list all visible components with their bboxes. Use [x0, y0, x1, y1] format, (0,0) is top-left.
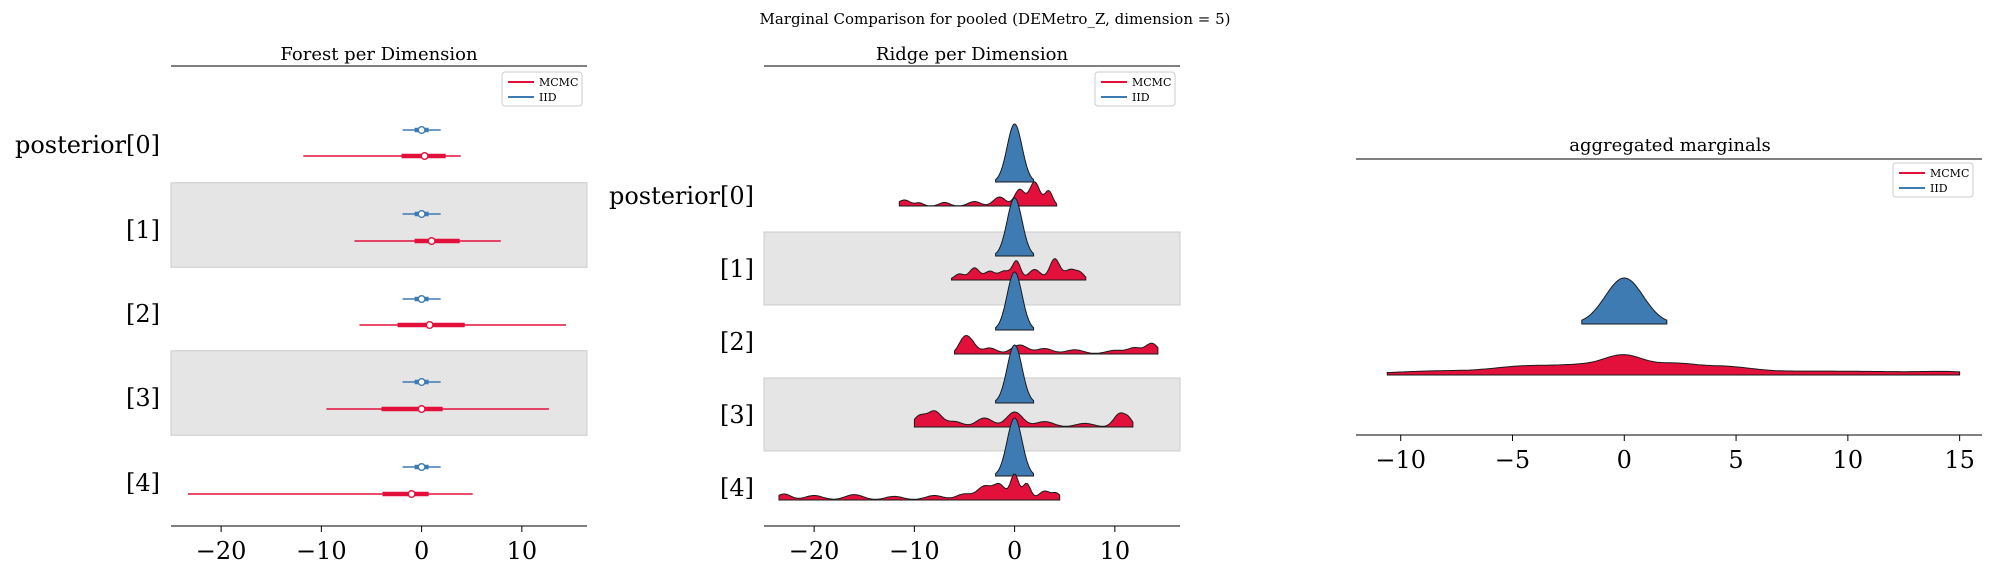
forest-x-tick-label: 0 [414, 537, 429, 565]
forest-iid-median-point [417, 125, 426, 134]
ridge-row-label: [2] [720, 328, 754, 356]
forest-row-label: [3] [126, 384, 160, 412]
forest-mcmc-median-point [420, 151, 429, 160]
aggregated-x-tick-label: 0 [1617, 446, 1632, 474]
ridge-iid-density [995, 344, 1035, 404]
forest-mcmc-median-point [417, 405, 426, 414]
aggregated-legend-label-mcmc: MCMC [1930, 167, 1969, 180]
ridge-iid-density [995, 123, 1035, 183]
aggregated-x-tick-label: 10 [1833, 446, 1864, 474]
ridge-mcmc-density [778, 473, 1061, 501]
forest-panel: Forest per Dimension posterior[0] [1] [2] [… [15, 44, 588, 565]
forest-x-tick-label: 10 [507, 537, 538, 565]
ridge-x-tick-label: −10 [889, 537, 940, 565]
forest-x-tick-label: −10 [296, 537, 347, 565]
aggregated-title: aggregated marginals [1569, 135, 1770, 156]
forest-row-label: posterior[0] [15, 131, 160, 159]
aggregated-mcmc-density [1386, 354, 1961, 376]
forest-iid-median-point [417, 378, 426, 387]
forest-legend-label-iid: IID [539, 91, 557, 104]
forest-iid-median-point [417, 463, 426, 472]
aggregated-x-tick-label: 15 [1944, 446, 1975, 474]
ridge-mcmc-density [951, 258, 1087, 281]
ridge-title: Ridge per Dimension [876, 44, 1069, 65]
forest-mcmc-median-point [427, 236, 436, 245]
forest-iid-median-point [417, 295, 426, 304]
ridge-row-label: [4] [720, 474, 754, 502]
ridge-iid-density [995, 271, 1035, 331]
aggregated-legend-label-iid: IID [1930, 182, 1948, 195]
aggregated-x-tick-label: 5 [1728, 446, 1743, 474]
forest-mcmc-median-point [407, 490, 416, 499]
forest-legend-label-mcmc: MCMC [539, 76, 578, 89]
ridge-row-label: [3] [720, 401, 754, 429]
forest-mcmc-median-point [425, 321, 434, 330]
ridge-iid-density [995, 417, 1035, 477]
aggregated-x-tick-label: −5 [1495, 446, 1530, 474]
ridge-panel: Ridge per Dimension posterior[0] [1] [2] [3… [609, 44, 1181, 565]
forest-iid-median-point [417, 209, 426, 218]
figure-suptitle: Marginal Comparison for pooled (DEMetro_… [759, 10, 1230, 28]
ridge-mcmc-density [954, 334, 1159, 355]
forest-row-label: [2] [126, 300, 160, 328]
forest-x-tick-label: −20 [196, 537, 247, 565]
aggregated-panel: aggregated marginals −10 −5 0 5 10 15 MCMC IID [1356, 135, 1982, 474]
ridge-row-band [763, 377, 1181, 452]
aggregated-x-tick-label: −10 [1375, 446, 1426, 474]
ridge-x-tick-label: 0 [1007, 537, 1022, 565]
ridge-iid-density [995, 197, 1035, 257]
ridge-legend-label-mcmc: MCMC [1132, 76, 1171, 89]
forest-title: Forest per Dimension [280, 44, 478, 65]
aggregated-iid-density [1581, 277, 1668, 325]
forest-row-label: [4] [126, 469, 160, 497]
ridge-x-tick-label: 10 [1100, 537, 1131, 565]
forest-row-band [170, 182, 588, 268]
forest-row-label: [1] [126, 216, 160, 244]
ridge-mcmc-density [913, 410, 1134, 428]
ridge-row-label: posterior[0] [609, 182, 754, 210]
ridge-x-tick-label: −20 [789, 537, 840, 565]
ridge-mcmc-density [898, 181, 1058, 207]
ridge-legend-label-iid: IID [1132, 91, 1150, 104]
ridge-row-label: [1] [720, 255, 754, 283]
forest-row-band [170, 350, 588, 436]
